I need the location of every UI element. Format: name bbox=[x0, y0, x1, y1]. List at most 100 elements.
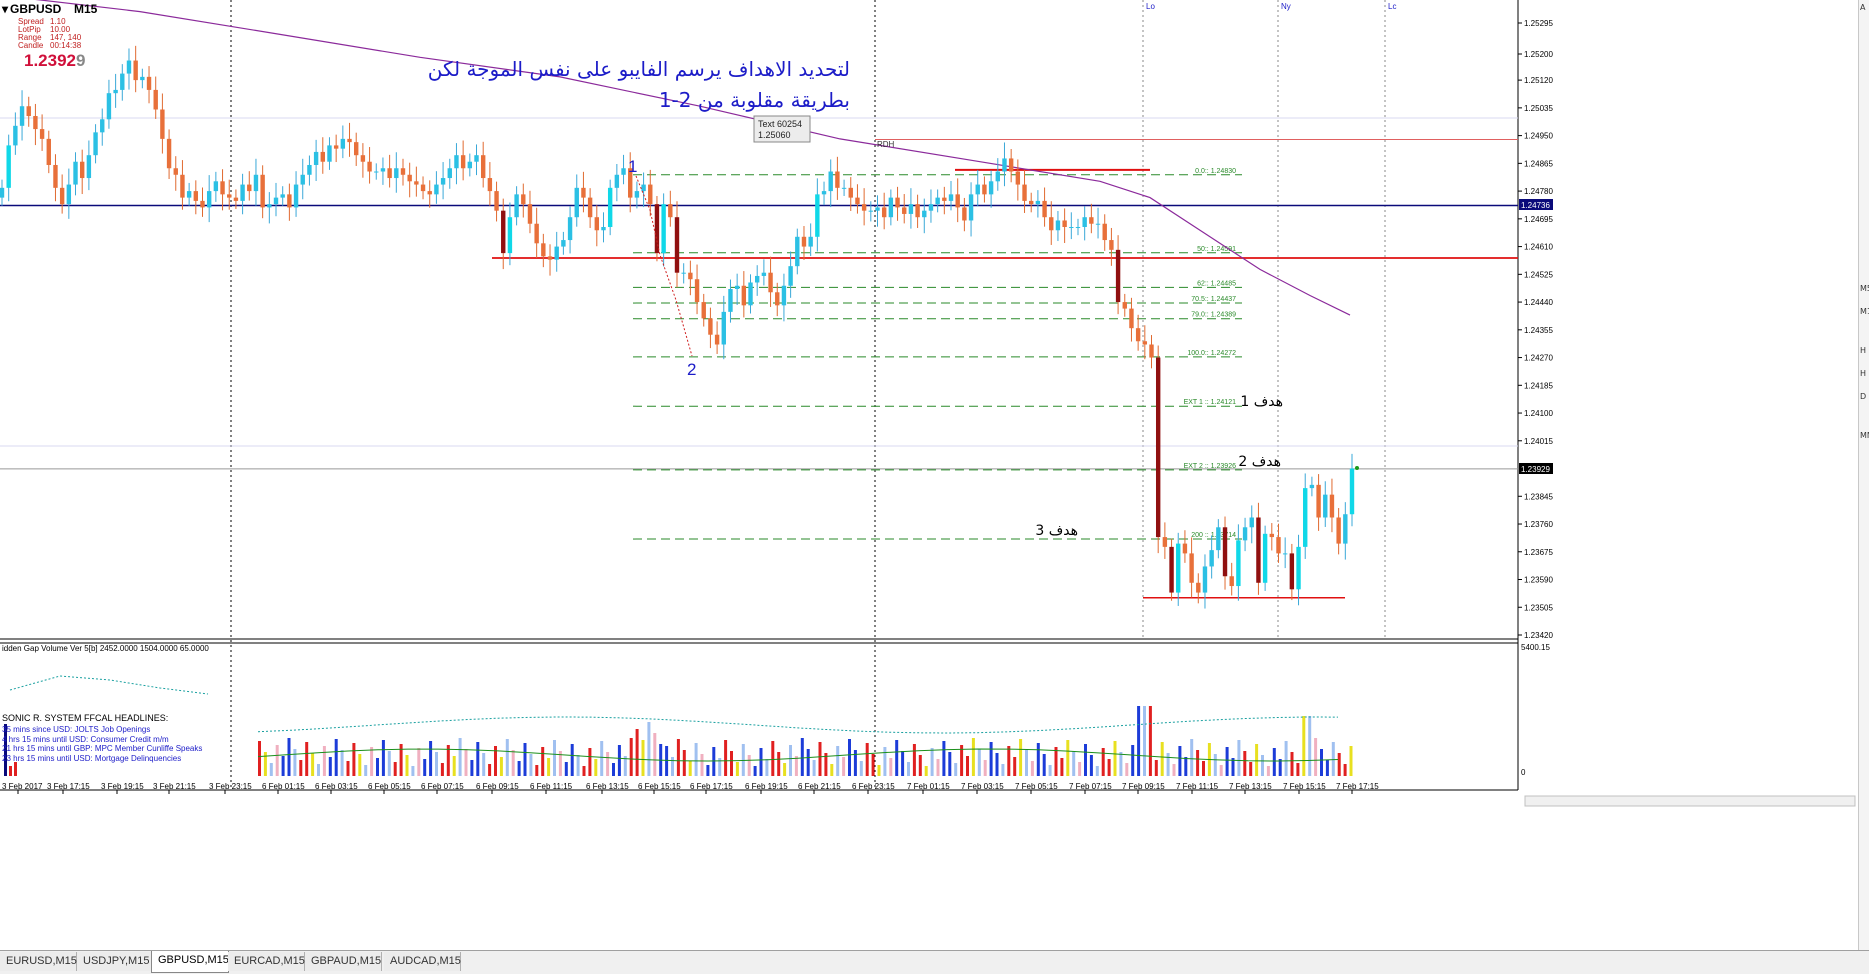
x-tick-label: 6 Feb 05:15 bbox=[368, 782, 411, 791]
volume-bar bbox=[794, 756, 798, 776]
toolbar-letter[interactable]: H bbox=[1860, 369, 1867, 378]
volume-bar bbox=[765, 759, 769, 776]
candle-body bbox=[460, 155, 466, 169]
candle-body bbox=[1075, 227, 1081, 228]
candle-body bbox=[1102, 223, 1107, 241]
candle-body bbox=[942, 197, 947, 201]
chart-tab[interactable]: GBPAUD,M15 bbox=[305, 952, 382, 971]
y-tick-label: 1.23590 bbox=[1524, 576, 1553, 585]
volume-bar bbox=[771, 741, 775, 776]
volume-bar bbox=[865, 743, 869, 776]
toolbar-letter[interactable]: D bbox=[1860, 392, 1867, 401]
candle-body bbox=[1249, 517, 1254, 528]
volume-bar bbox=[694, 743, 698, 776]
candle-body bbox=[815, 194, 820, 237]
headline-item: 35 mins since USD: JOLTS Job Openings bbox=[2, 725, 150, 734]
candle-body bbox=[988, 181, 994, 195]
candle-body bbox=[995, 171, 1000, 182]
candle-body bbox=[1169, 546, 1174, 593]
volume-bar bbox=[1243, 751, 1247, 776]
candle-body bbox=[454, 155, 459, 169]
candle-body bbox=[561, 240, 566, 247]
volume-bar bbox=[494, 746, 497, 776]
volume-bar bbox=[983, 760, 987, 776]
candle-body bbox=[1209, 550, 1214, 567]
volume-bar bbox=[1213, 754, 1217, 776]
toolbar-letter[interactable]: M5 bbox=[1860, 284, 1869, 293]
volume-bar bbox=[1060, 758, 1064, 776]
candle-body bbox=[46, 138, 51, 165]
candle-body bbox=[106, 93, 112, 120]
horizontal-scrollbar[interactable] bbox=[1524, 795, 1856, 807]
candle-body bbox=[287, 194, 292, 208]
volume-bar bbox=[907, 762, 910, 776]
candle-body bbox=[547, 256, 553, 260]
x-tick-label: 6 Feb 01:15 bbox=[262, 782, 305, 791]
volume-bar bbox=[458, 738, 462, 776]
candle-body bbox=[1256, 517, 1261, 583]
volume-bar bbox=[1314, 738, 1318, 776]
indicator-axis-bottom: 0 bbox=[1521, 768, 1526, 777]
volume-bar bbox=[576, 755, 580, 776]
chart-tab-active[interactable]: GBPUSD,M15 bbox=[151, 951, 229, 973]
toolbar-letter[interactable]: M1 bbox=[1860, 307, 1869, 316]
chart-tab[interactable]: USDJPY,M15 bbox=[77, 952, 152, 971]
volume-upper-band-left bbox=[9, 675, 209, 695]
chart-tab[interactable]: AUDCAD,M15 bbox=[384, 952, 461, 971]
lotpip-label: LotPip bbox=[18, 25, 41, 34]
volume-bar bbox=[553, 740, 556, 776]
candle-body bbox=[607, 187, 613, 227]
chart-tab[interactable]: EURUSD,M15 bbox=[0, 952, 77, 971]
candle-body bbox=[875, 207, 880, 211]
volume-bar bbox=[1261, 755, 1264, 776]
candle-body bbox=[674, 217, 680, 273]
candle-body bbox=[394, 168, 399, 179]
candle-body bbox=[1176, 543, 1181, 593]
volume-bar bbox=[936, 759, 940, 776]
volume-bar bbox=[311, 753, 315, 776]
chart-tab[interactable]: EURCAD,M15 bbox=[228, 952, 305, 971]
volume-bar bbox=[718, 758, 722, 776]
candle-body bbox=[273, 197, 279, 205]
volume-bar bbox=[617, 745, 621, 776]
candle-body bbox=[628, 168, 633, 198]
y-tick-label: 1.24525 bbox=[1524, 270, 1553, 279]
toolbar-letter[interactable]: A bbox=[1860, 3, 1866, 12]
candle-body bbox=[775, 292, 780, 306]
fib-level-label: 62:: 1.24485 bbox=[1197, 280, 1236, 287]
volume-bar bbox=[588, 748, 592, 776]
candle-body bbox=[888, 197, 894, 218]
volume-bar bbox=[1013, 757, 1017, 776]
y-tick-label: 1.23760 bbox=[1524, 520, 1553, 529]
candle-body bbox=[160, 109, 165, 139]
candle-body bbox=[654, 204, 660, 254]
candle-body bbox=[467, 161, 473, 169]
x-tick-label: 7 Feb 15:15 bbox=[1283, 782, 1326, 791]
annotation-line-2: بطريقة مقلوبة من 2-1 bbox=[659, 88, 850, 112]
toolbar-letter[interactable]: H bbox=[1860, 346, 1867, 355]
candle-body bbox=[1089, 217, 1094, 224]
volume-bar bbox=[1137, 706, 1141, 776]
volume-bar bbox=[730, 751, 733, 776]
candle-body bbox=[701, 302, 706, 319]
volume-bar bbox=[258, 741, 261, 776]
volume-bar bbox=[830, 764, 834, 776]
headline-item: 21 hrs 15 mins until GBP: MPC Member Cun… bbox=[2, 744, 202, 753]
candle-body bbox=[260, 174, 265, 208]
volume-bar bbox=[1308, 716, 1312, 776]
candle-body bbox=[39, 129, 45, 139]
svg-text:1.24736: 1.24736 bbox=[1521, 201, 1550, 210]
volume-bar bbox=[299, 760, 303, 776]
x-tick-label: 6 Feb 09:15 bbox=[476, 782, 519, 791]
volume-bar bbox=[877, 765, 881, 776]
volume-bar bbox=[317, 764, 320, 776]
volume-bar bbox=[405, 755, 409, 776]
volume-bar bbox=[1272, 748, 1276, 776]
toolbar-letter[interactable]: MN bbox=[1860, 431, 1869, 440]
wave-line bbox=[635, 175, 693, 357]
x-tick-label: 3 Feb 19:15 bbox=[101, 782, 144, 791]
volume-bar bbox=[429, 741, 433, 776]
right-toolbar: A M5 M1 H H D MN bbox=[1858, 0, 1869, 950]
candle-body bbox=[173, 168, 178, 175]
